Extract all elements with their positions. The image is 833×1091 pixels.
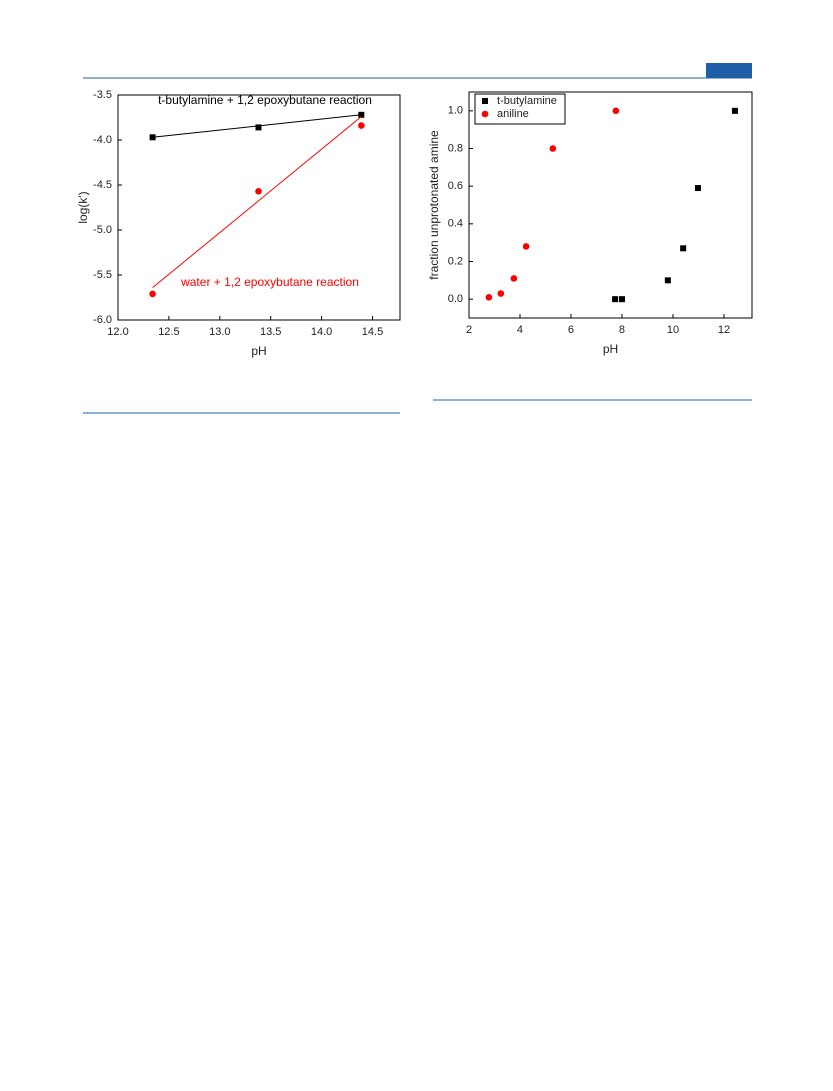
marker xyxy=(358,122,365,129)
x-axis-label: pH xyxy=(603,342,618,356)
x-tick-label: 12.0 xyxy=(107,326,128,338)
y-axis-label: log(k') xyxy=(76,191,90,223)
x-tick-label: 13.0 xyxy=(209,326,230,338)
x-tick-label: 14.0 xyxy=(311,326,332,338)
x-axis-label: pH xyxy=(251,344,266,358)
x-tick-label: 13.5 xyxy=(260,326,281,338)
marker xyxy=(497,290,505,297)
marker xyxy=(510,275,518,282)
x-tick-label: 6 xyxy=(568,324,574,336)
y-axis-label: fraction unprotonated amine xyxy=(427,130,441,280)
y-tick-label: -5.0 xyxy=(93,224,112,236)
y-tick-label: -3.5 xyxy=(93,89,112,101)
plot-frame xyxy=(468,91,753,319)
marker xyxy=(549,145,557,152)
marker xyxy=(485,293,493,301)
x-tick-label: 14.5 xyxy=(362,326,383,338)
legend-label: t-butylamine xyxy=(497,95,557,107)
y-tick-label: -6.0 xyxy=(93,314,112,326)
y-tick-label: -5.5 xyxy=(93,269,112,281)
y-tick-label: -4.5 xyxy=(93,179,112,191)
legend-label: aniline xyxy=(497,108,529,120)
annotation: water + 1,2 epoxybutane reaction xyxy=(180,275,359,289)
marker xyxy=(618,296,625,303)
y-tick-label: -4.0 xyxy=(93,134,112,146)
header-tab xyxy=(706,63,752,78)
y-tick-label: 0.6 xyxy=(448,180,463,192)
marker xyxy=(149,134,156,141)
x-tick-label: 4 xyxy=(517,324,523,336)
marker xyxy=(612,107,620,115)
y-tick-label: 0.8 xyxy=(448,142,463,154)
legend-marker xyxy=(482,98,488,104)
y-tick-label: 0.0 xyxy=(448,293,463,305)
marker xyxy=(522,243,530,250)
marker xyxy=(255,188,262,195)
x-tick-label: 10 xyxy=(667,324,679,336)
x-tick-label: 12.5 xyxy=(158,326,179,338)
marker xyxy=(680,245,687,252)
marker xyxy=(255,124,262,131)
legend-marker xyxy=(481,110,489,118)
y-tick-label: 1.0 xyxy=(448,105,463,117)
plot-frame xyxy=(117,94,401,321)
y-tick-label: 0.4 xyxy=(448,218,463,230)
marker xyxy=(149,290,156,298)
fit-line xyxy=(152,116,362,288)
x-tick-label: 12 xyxy=(718,324,730,336)
marker xyxy=(612,296,619,303)
legend-box xyxy=(474,93,566,125)
marker xyxy=(731,107,738,114)
annotation: t-butylamine + 1,2 epoxybutane reaction xyxy=(158,93,372,107)
x-tick-label: 8 xyxy=(619,324,625,336)
marker xyxy=(694,185,701,192)
x-tick-label: 2 xyxy=(466,324,472,336)
y-tick-label: 0.2 xyxy=(448,255,463,267)
marker xyxy=(664,277,671,284)
marker xyxy=(358,111,365,118)
